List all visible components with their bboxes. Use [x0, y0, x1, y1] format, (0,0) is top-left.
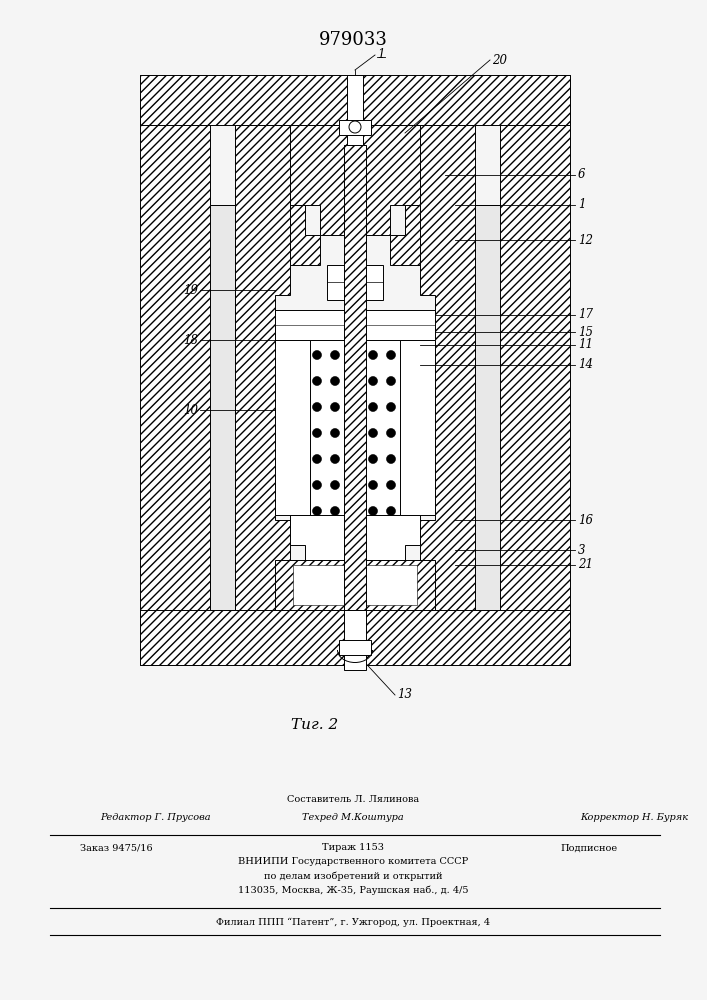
Circle shape [312, 402, 322, 412]
Circle shape [368, 428, 378, 438]
Text: Корректор Н. Буряк: Корректор Н. Буряк [580, 814, 688, 822]
Circle shape [368, 351, 378, 360]
Polygon shape [235, 125, 290, 610]
Bar [344, 610, 366, 670]
Bar [400, 340, 435, 515]
Polygon shape [290, 125, 420, 235]
Text: Составитель Л. Лялинова: Составитель Л. Лялинова [287, 796, 419, 804]
Circle shape [387, 481, 395, 489]
Circle shape [330, 376, 339, 385]
Circle shape [368, 454, 378, 464]
Text: 11: 11 [578, 338, 593, 352]
Polygon shape [475, 75, 570, 665]
Text: Редактор Г. Прусова: Редактор Г. Прусова [100, 814, 211, 822]
Text: 1: 1 [377, 48, 385, 62]
Bar [347, 75, 363, 145]
Text: Филиал ППП “Патент”, г. Ужгород, ул. Проектная, 4: Филиал ППП “Патент”, г. Ужгород, ул. Про… [216, 917, 490, 927]
Circle shape [330, 351, 339, 360]
Text: ВНИИПИ Государственного комитета СССР: ВНИИПИ Государственного комитета СССР [238, 857, 468, 866]
Bar [290, 340, 420, 515]
Circle shape [312, 376, 322, 385]
Polygon shape [420, 125, 475, 610]
Circle shape [368, 481, 378, 489]
Circle shape [330, 428, 339, 438]
Bar [140, 610, 570, 665]
Circle shape [349, 121, 361, 133]
Bar [339, 640, 371, 655]
Circle shape [368, 402, 378, 412]
Text: 113035, Москва, Ж-35, Раушская наб., д. 4/5: 113035, Москва, Ж-35, Раушская наб., д. … [238, 885, 468, 895]
Polygon shape [290, 515, 420, 560]
Bar [140, 75, 570, 125]
Bar [475, 205, 500, 610]
Circle shape [312, 428, 322, 438]
Circle shape [312, 351, 322, 360]
Circle shape [387, 376, 395, 385]
Bar [275, 340, 310, 515]
Bar [344, 145, 366, 610]
Bar [327, 265, 383, 300]
Text: 18: 18 [183, 334, 198, 347]
Circle shape [330, 402, 339, 412]
Text: 19: 19 [183, 284, 198, 296]
Circle shape [387, 454, 395, 464]
Bar [275, 560, 435, 610]
Text: 1: 1 [578, 198, 585, 212]
Circle shape [387, 351, 395, 360]
Text: 13: 13 [397, 688, 412, 702]
Text: 14: 14 [578, 359, 593, 371]
Circle shape [368, 376, 378, 385]
Bar [275, 310, 435, 340]
Circle shape [368, 506, 378, 516]
Circle shape [330, 454, 339, 464]
Text: Τиг. 2: Τиг. 2 [291, 718, 339, 732]
Text: 979033: 979033 [319, 31, 387, 49]
Text: Тираж 1153: Тираж 1153 [322, 844, 384, 852]
Polygon shape [390, 205, 420, 265]
Text: Техред М.Коштура: Техред М.Коштура [302, 814, 404, 822]
Bar [339, 120, 371, 135]
Text: 17: 17 [578, 308, 593, 322]
Text: 6: 6 [578, 168, 585, 182]
Text: 3: 3 [578, 544, 585, 556]
Circle shape [312, 481, 322, 489]
Polygon shape [290, 205, 320, 265]
Circle shape [330, 506, 339, 516]
Circle shape [387, 428, 395, 438]
Text: 15: 15 [578, 326, 593, 338]
Circle shape [312, 506, 322, 516]
Text: Заказ 9475/16: Заказ 9475/16 [80, 844, 153, 852]
Circle shape [387, 506, 395, 516]
Circle shape [387, 402, 395, 412]
Text: 12: 12 [578, 233, 593, 246]
Circle shape [330, 481, 339, 489]
Text: 21: 21 [578, 558, 593, 572]
Text: 10: 10 [183, 403, 198, 416]
Bar [210, 205, 235, 610]
Text: 16: 16 [578, 514, 593, 526]
Text: Подписное: Подписное [560, 844, 617, 852]
Bar [293, 565, 417, 605]
Polygon shape [140, 75, 235, 665]
Text: по делам изобретений и открытий: по делам изобретений и открытий [264, 871, 443, 881]
Text: 20: 20 [492, 53, 507, 66]
Circle shape [312, 454, 322, 464]
